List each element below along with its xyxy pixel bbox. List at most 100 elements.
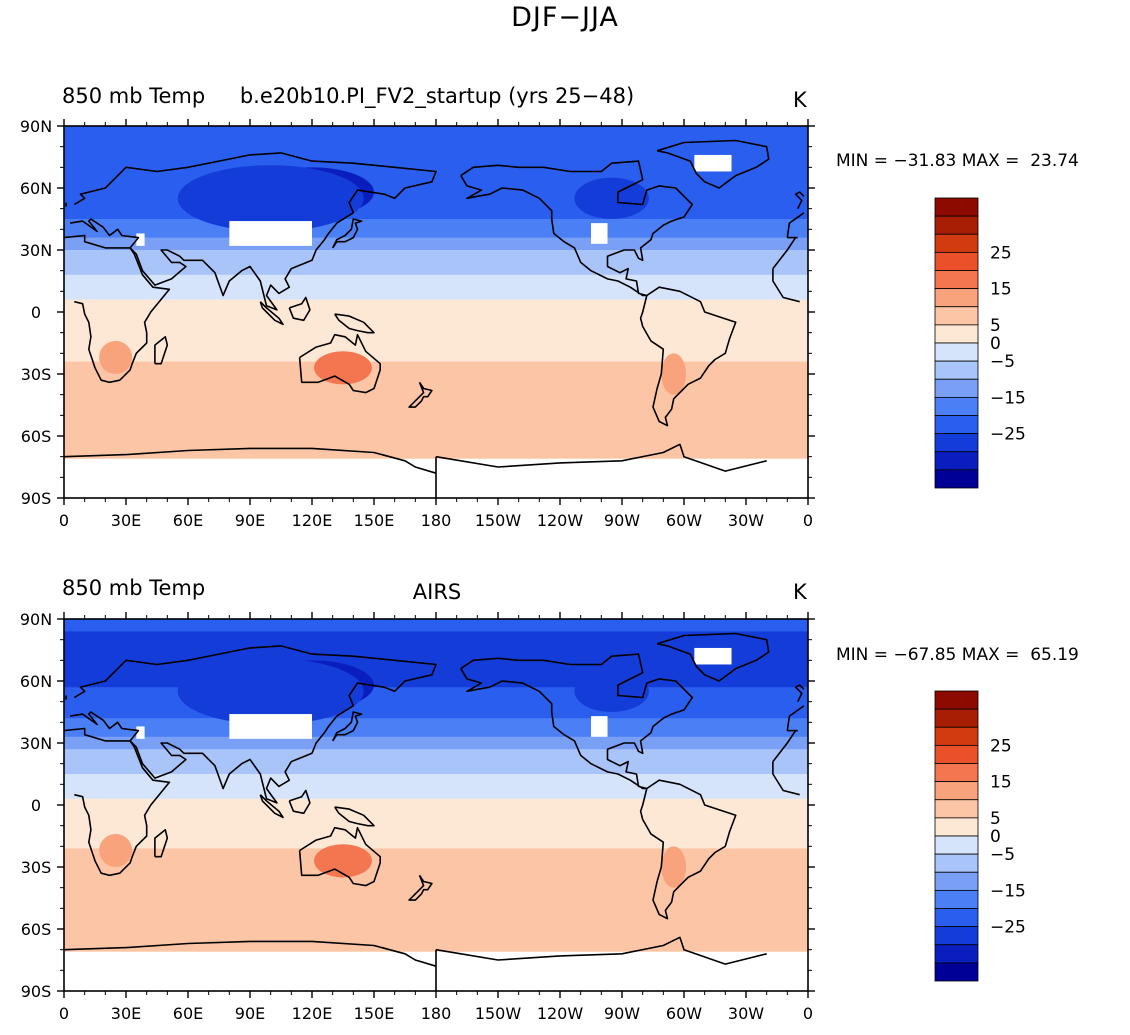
coastline-africa <box>64 727 171 877</box>
x-tick-label: 0 <box>803 1004 813 1023</box>
x-tick-label: 0 <box>59 511 69 530</box>
field-anomaly <box>574 670 649 712</box>
missing-data-mask <box>591 223 608 244</box>
colorbar-swatch <box>934 233 979 253</box>
field-band <box>64 767 808 775</box>
colorbar-panel-2: 25 15 50−5 −15 −25 <box>934 690 1026 982</box>
colorbar-swatch <box>934 817 979 837</box>
missing-data-mask <box>136 233 145 246</box>
field-band <box>64 643 808 651</box>
field-band <box>64 144 808 152</box>
field-band <box>64 910 808 918</box>
field-band <box>64 805 808 812</box>
x-tick-label: 0 <box>803 511 813 530</box>
colorbar-swatch <box>934 396 979 416</box>
field-band <box>64 935 808 942</box>
coastline-antarctica <box>64 940 437 991</box>
colorbar-panel-1: 25 15 50−5 −15 −25 <box>934 197 1026 489</box>
colorbar-swatch <box>934 962 979 982</box>
coastline-eurasia <box>70 152 437 311</box>
field-band <box>64 786 808 794</box>
panel-2-max-label: MAX = <box>961 645 1025 665</box>
coastline-africa <box>772 237 797 270</box>
field-band <box>64 631 808 639</box>
missing-data-mask <box>229 714 312 739</box>
field-band <box>64 891 808 899</box>
y-tick-label: 90S <box>21 982 52 1001</box>
coastline-sumatra <box>259 794 284 819</box>
x-tick-label: 120E <box>292 1004 333 1023</box>
colorbar-swatch <box>934 926 979 946</box>
colorbar-swatch <box>934 781 979 801</box>
panel-1-minmax: MIN = −31.83 MAX = 23.74 <box>836 151 1079 171</box>
field-band <box>64 718 808 725</box>
x-tick-label: 60W <box>666 511 702 530</box>
panel-1-case-title: b.e20b10.PI_FV2_startup (yrs 25−48) <box>239 84 635 108</box>
field-band <box>64 625 808 632</box>
field-band <box>64 262 808 270</box>
coastline-antarctica <box>435 936 767 965</box>
y-tick-label: 90S <box>21 489 52 508</box>
coastline-madagascar <box>154 828 169 858</box>
field-band <box>64 411 808 418</box>
y-tick-label: 60S <box>21 427 52 446</box>
colorbar-label: −25 <box>990 425 1026 445</box>
colorbar-swatch <box>934 197 979 217</box>
colorbar-swatch <box>934 908 979 928</box>
field-band <box>64 761 808 769</box>
field-band <box>64 188 808 195</box>
field-anomaly <box>99 833 133 867</box>
coastline-uk <box>794 684 805 703</box>
field-anomaly <box>177 165 364 232</box>
field-band <box>64 274 808 282</box>
colorbar-swatch <box>934 853 979 873</box>
field-band <box>64 380 808 387</box>
field-band <box>64 386 808 394</box>
coastline-uk <box>794 191 805 210</box>
panel-2-min-label: MIN = <box>836 645 894 665</box>
field-band <box>64 712 808 719</box>
missing-data-mask <box>694 154 732 172</box>
colorbar-label: 0 <box>990 827 1001 847</box>
panel-2-case-title: AIRS <box>412 580 462 604</box>
field-band <box>64 157 808 164</box>
field-band <box>64 231 808 239</box>
coastline-australia <box>298 826 382 887</box>
field-band <box>64 879 808 887</box>
y-tick-label: 90N <box>20 117 52 136</box>
field-band <box>64 212 808 220</box>
coastline-borneo <box>288 296 311 322</box>
y-tick-label: 0 <box>31 796 41 815</box>
missing-data-mask <box>229 221 312 246</box>
field-band <box>64 398 808 406</box>
x-tick-label: 150E <box>354 1004 395 1023</box>
coastline-madagascar <box>154 335 169 365</box>
colorbar-label: 0 <box>990 334 1001 354</box>
field-anomaly <box>314 844 372 878</box>
field-band <box>64 194 808 201</box>
field-band <box>64 436 808 443</box>
coastline-northAmerica <box>460 653 694 790</box>
colorbar-swatch <box>934 726 979 746</box>
colorbar-swatch <box>934 251 979 271</box>
panel-2-min-value: −67.85 <box>893 645 957 665</box>
colorbar-swatch <box>934 415 979 435</box>
colorbar-swatch <box>934 835 979 855</box>
field-band <box>64 774 808 781</box>
field-band <box>64 860 808 868</box>
coastline-newGuinea <box>334 806 375 827</box>
field-band <box>64 687 808 694</box>
field-band <box>64 873 808 880</box>
field-band <box>64 343 808 350</box>
field-anomaly <box>661 846 687 888</box>
colorbar-label: 15 <box>990 773 1012 793</box>
colorbar-label: −15 <box>990 881 1026 901</box>
field-band <box>64 668 808 676</box>
x-tick-label: 150E <box>354 511 395 530</box>
field-band <box>64 417 808 425</box>
coastline-eurasia <box>786 705 805 731</box>
field-band <box>64 336 808 344</box>
field-anomaly <box>99 340 133 374</box>
field-anomaly <box>574 177 649 219</box>
field-band <box>64 898 808 905</box>
